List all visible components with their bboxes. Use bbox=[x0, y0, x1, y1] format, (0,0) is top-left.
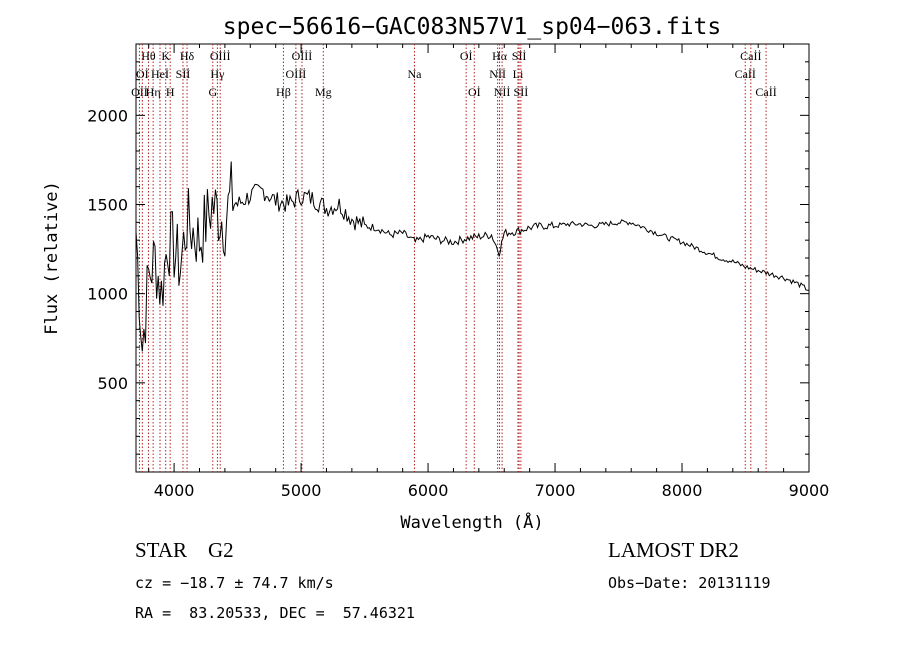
spectrum-line bbox=[135, 161, 810, 352]
plot-frame bbox=[135, 43, 810, 473]
line-label: Oİİİ bbox=[210, 49, 231, 63]
line-label: Hγ bbox=[210, 67, 225, 81]
chart-title: spec−56616−GAC083N57V1_sp04−063.fits bbox=[223, 14, 722, 40]
y-tick-label: 1000 bbox=[87, 285, 128, 304]
y-tick-label: 2000 bbox=[87, 106, 128, 125]
redshift-cz: cz = −18.7 ± 74.7 km/s bbox=[135, 574, 334, 592]
line-label: Na bbox=[407, 67, 422, 81]
line-label: K bbox=[161, 49, 170, 63]
x-tick-label: 9000 bbox=[789, 481, 830, 500]
line-label: Oİİ bbox=[131, 85, 148, 99]
x-axis-label: Wavelength (Å) bbox=[400, 511, 543, 533]
line-label: Caİİ bbox=[735, 67, 756, 81]
obs-date: Obs−Date: 20131119 bbox=[608, 574, 771, 592]
x-axis: 4000 5000 6000 7000 8000 9000 bbox=[148, 44, 830, 500]
line-label: Mg bbox=[315, 85, 332, 99]
object-class: STAR G2 bbox=[135, 538, 234, 562]
line-label: Hα bbox=[492, 49, 508, 63]
y-axis-label: Flux (relative) bbox=[42, 181, 62, 335]
line-label: Caİİ bbox=[740, 49, 761, 63]
line-label: Hθ bbox=[141, 49, 156, 63]
x-tick-label: 8000 bbox=[662, 481, 703, 500]
line-label: Sİİ bbox=[512, 49, 527, 63]
y-axis: 500 1000 1500 2000 bbox=[87, 61, 809, 455]
line-label: Hβ bbox=[276, 85, 291, 99]
line-label: Hη bbox=[146, 85, 161, 99]
x-tick-label: 5000 bbox=[281, 481, 322, 500]
line-label: Li bbox=[513, 67, 524, 81]
line-label: Oİ bbox=[468, 85, 481, 99]
line-label: Caİİ bbox=[755, 85, 776, 99]
line-label: G bbox=[208, 85, 217, 99]
x-tick-label: 7000 bbox=[535, 481, 576, 500]
line-label: Hδ bbox=[180, 49, 195, 63]
line-label: Oİ bbox=[460, 49, 473, 63]
line-label: Heİ bbox=[151, 67, 169, 81]
line-markers: OİİHθOİHηHeİKHSİİHδGHγOİİİHβOİİİOİİİMgNa… bbox=[131, 44, 777, 472]
x-tick-label: 4000 bbox=[154, 481, 195, 500]
line-label: Nİİ bbox=[489, 67, 506, 81]
line-label: Oİ bbox=[136, 67, 149, 81]
line-label: Oİİİ bbox=[286, 67, 307, 81]
survey-name: LAMOST DR2 bbox=[608, 538, 739, 562]
x-tick-label: 6000 bbox=[408, 481, 449, 500]
y-tick-label: 1500 bbox=[87, 196, 128, 215]
y-tick-label: 500 bbox=[97, 374, 128, 393]
coordinates: RA = 83.20533, DEC = 57.46321 bbox=[135, 604, 415, 622]
line-label: Oİİİ bbox=[292, 49, 313, 63]
line-label: H bbox=[166, 85, 175, 99]
line-label: Sİİ bbox=[514, 85, 529, 99]
line-label: Sİİ bbox=[176, 67, 191, 81]
line-label: Nİİ bbox=[494, 85, 511, 99]
